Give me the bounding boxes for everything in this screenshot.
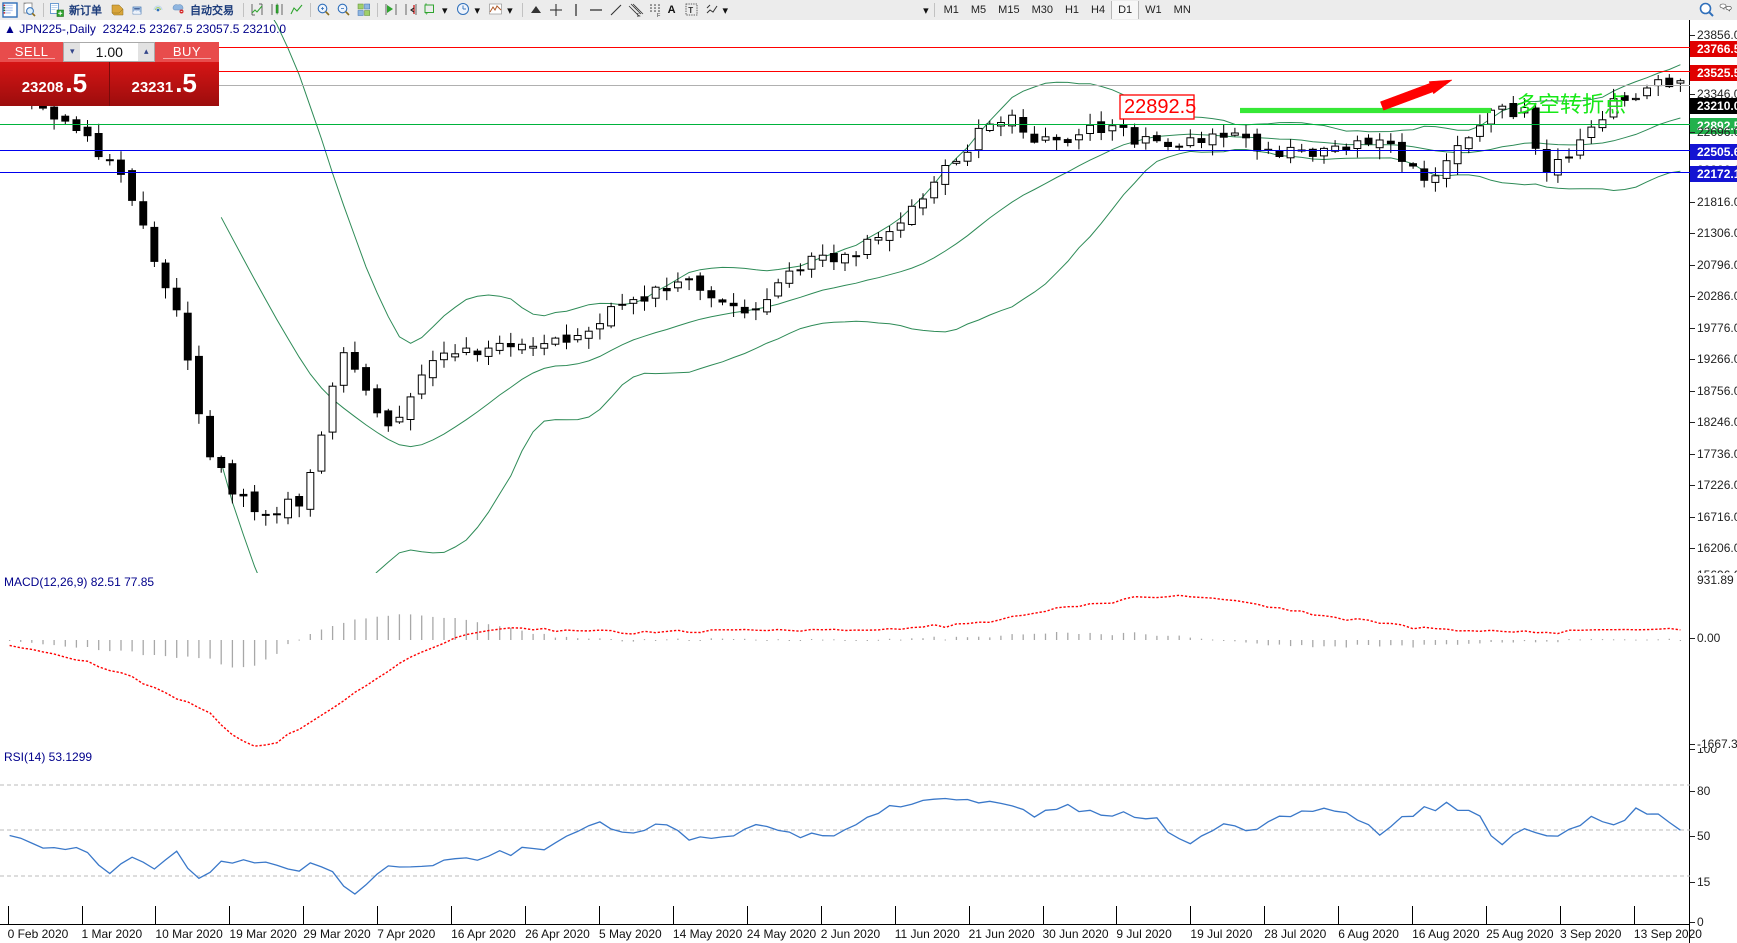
- svg-text:+: +: [425, 12, 428, 18]
- svg-text:T: T: [688, 6, 693, 15]
- svg-text:22892.5: 22892.5: [1124, 96, 1196, 118]
- svg-text:多空转折点: 多空转折点: [1516, 92, 1626, 117]
- svg-text:F: F: [657, 13, 661, 18]
- svg-text:E: E: [637, 13, 641, 18]
